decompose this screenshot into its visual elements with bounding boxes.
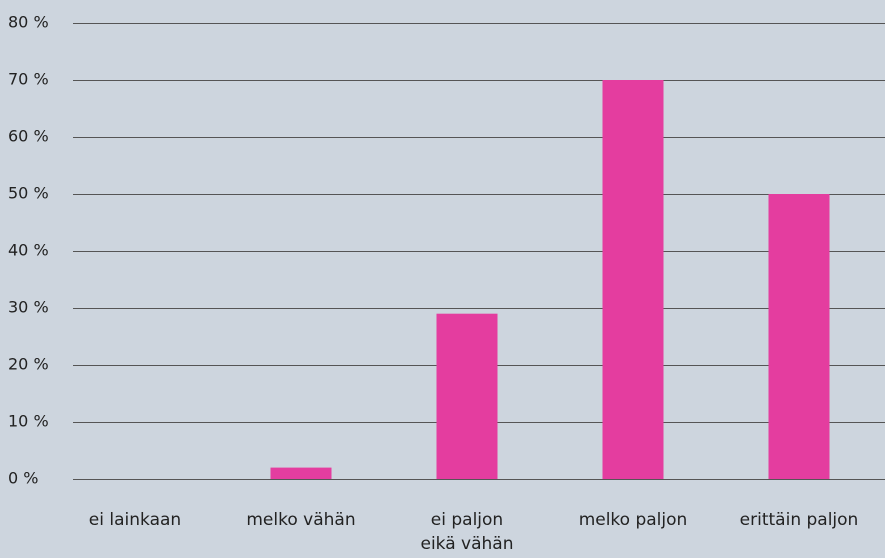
- y-tick-label: 40 %: [8, 241, 49, 260]
- bar: [602, 80, 664, 479]
- y-tick-label: 30 %: [8, 298, 49, 317]
- y-tick-label: 20 %: [8, 355, 49, 374]
- y-tick-label: 0 %: [8, 469, 38, 488]
- y-tick-label: 50 %: [8, 184, 49, 203]
- y-tick-label: 10 %: [8, 412, 49, 431]
- x-tick-label: melko paljon: [578, 510, 688, 530]
- y-tick-label: 60 %: [8, 127, 49, 146]
- bar: [768, 194, 830, 479]
- x-tick-label: melko vähän: [246, 510, 356, 530]
- y-tick-label: 80 %: [8, 13, 49, 32]
- bar: [270, 467, 332, 479]
- bar: [436, 313, 498, 479]
- y-tick-label: 70 %: [8, 70, 49, 89]
- x-tick-label: erittäin paljon: [739, 510, 859, 530]
- x-tick-label: ei paljon eikä vähän: [420, 510, 514, 554]
- x-tick-label: ei lainkaan: [88, 510, 182, 530]
